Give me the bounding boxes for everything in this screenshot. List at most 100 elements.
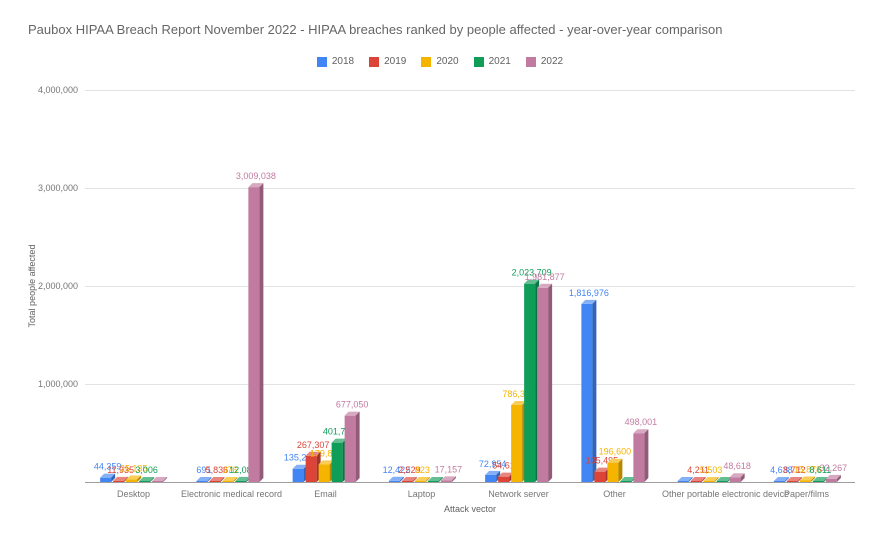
bar-2018-0[interactable] <box>100 473 116 482</box>
bar-value-label: 135,279 <box>284 453 317 463</box>
y-axis-title: Total people affected <box>27 244 37 328</box>
x-category: Electronic medical record <box>181 489 283 499</box>
bar-2022-6[interactable] <box>729 473 745 482</box>
bar-value-label: 786,328 <box>502 389 535 399</box>
bar-value-label: 48,618 <box>723 461 751 471</box>
bar-value-label: 11,935 <box>107 465 134 475</box>
bar-2018-3[interactable] <box>388 476 404 482</box>
legend-swatch-2020-icon <box>421 56 432 67</box>
bar-value-label: 376 <box>222 465 237 475</box>
bar-2019-7[interactable] <box>786 477 802 482</box>
bar-2020-7[interactable] <box>799 476 815 482</box>
bar-2021-2[interactable] <box>331 438 347 482</box>
bar-2022-3[interactable] <box>440 476 456 482</box>
bar-value-label: 4,211 <box>687 465 709 475</box>
bar-2020-3[interactable] <box>414 477 430 482</box>
gridline-1m <box>85 384 855 385</box>
bar-2019-6[interactable] <box>690 477 706 482</box>
bar-value-label: 17,157 <box>435 464 463 474</box>
bar-2022-1[interactable] <box>248 183 264 483</box>
bar-value-label: 691 <box>196 465 211 475</box>
bar-2020-1[interactable] <box>222 477 238 482</box>
bar-value-label: 267,307 <box>297 440 330 450</box>
bar-2019-0[interactable] <box>113 476 129 482</box>
legend-label: 2022 <box>540 56 564 67</box>
bar-value-label: 1,981,877 <box>525 272 565 282</box>
bar-2022-0[interactable] <box>152 477 168 482</box>
bar-2019-4[interactable] <box>498 472 514 482</box>
bar-2019-1[interactable] <box>209 477 225 482</box>
bar-2018-2[interactable] <box>292 464 308 482</box>
legend-item-2021: 2021 <box>473 56 511 67</box>
bar-2020-0[interactable] <box>126 475 142 482</box>
bar-2020-6[interactable] <box>703 477 719 482</box>
bar-value-label: 105,495 <box>586 456 619 466</box>
bar-2022-4[interactable] <box>537 283 553 482</box>
bar-value-label: 823 <box>415 465 430 475</box>
bar-2018-6[interactable] <box>677 477 693 482</box>
x-category: Other <box>603 489 626 499</box>
legend-item-2018: 2018 <box>316 56 354 67</box>
gridline-2m <box>85 286 855 287</box>
bar-value-label: 12,082 <box>229 465 257 475</box>
bar-2021-3[interactable] <box>427 477 443 482</box>
legend: 2018 2019 2020 2021 2022 <box>0 56 880 67</box>
y-tick: 3,000,000 <box>37 183 78 193</box>
bars-plot-area: 44,359 691 135,279 12,422 72,954 1,816,976 4,6… <box>94 171 848 483</box>
y-tick: 2,000,000 <box>37 281 78 291</box>
x-category: Desktop <box>116 489 151 499</box>
bar-value-label: 8,611 <box>809 465 831 475</box>
bar-value-label: 401,728 <box>323 427 356 437</box>
legend-item-2020: 2020 <box>421 56 459 67</box>
legend-label: 2020 <box>436 56 459 67</box>
bar-2018-7[interactable] <box>773 477 789 482</box>
gridline-3m <box>85 188 855 189</box>
bar-2018-1[interactable] <box>196 477 212 482</box>
bar-value-label: 72,954 <box>479 459 507 469</box>
x-category: Laptop <box>407 489 436 499</box>
x-category: Paper/films <box>783 489 829 499</box>
bar-2021-7[interactable] <box>812 477 828 482</box>
bar-2020-2[interactable] <box>318 460 334 482</box>
bar-2019-3[interactable] <box>401 477 417 482</box>
bar-value-label: 8,712 <box>783 465 806 475</box>
legend-item-2022: 2022 <box>525 56 564 67</box>
legend-label: 2021 <box>488 56 511 67</box>
bar-value-label: 1,816,976 <box>569 288 609 298</box>
bar-value-label: 3,006 <box>135 465 158 475</box>
bar-2018-5[interactable] <box>581 299 597 482</box>
bar-value-label: 32,267 <box>820 463 848 473</box>
bar-2020-4[interactable] <box>511 400 527 482</box>
x-category: Other portable electronic device <box>662 489 790 499</box>
bar-2021-6[interactable] <box>716 477 732 482</box>
bar-value-label: 15,878 <box>794 464 822 474</box>
legend-swatch-2022-icon <box>525 56 536 67</box>
x-category: Email <box>314 489 337 499</box>
bar-2018-4[interactable] <box>485 470 501 482</box>
bar-value-label: 3,009,038 <box>236 171 276 181</box>
bar-2022-5[interactable] <box>633 429 649 482</box>
bar-2021-5[interactable] <box>620 477 636 482</box>
bar-2022-2[interactable] <box>344 411 360 482</box>
legend-item-2019: 2019 <box>369 56 406 67</box>
bar-value-label: 12,422 <box>383 465 411 475</box>
bar-value-label: 4,638 <box>770 465 793 475</box>
bar-value-label: 498,001 <box>625 417 658 427</box>
bar-value-label: 2,023,709 <box>512 268 552 278</box>
bar-2021-0[interactable] <box>139 477 155 482</box>
bar-2021-4[interactable] <box>524 279 540 482</box>
legend-swatch-2021-icon <box>473 56 484 67</box>
bar-2022-7[interactable] <box>825 474 841 482</box>
bar-value-label: 44,359 <box>94 462 122 472</box>
chart-title: Paubox HIPAA Breach Report November 2022… <box>28 22 723 37</box>
bar-value-label: 2,529 <box>398 465 421 475</box>
bar-2019-5[interactable] <box>594 467 610 482</box>
bar-2021-1[interactable] <box>235 476 251 482</box>
bar-2020-5[interactable] <box>607 458 623 482</box>
legend-swatch-2018-icon <box>316 56 327 67</box>
y-tick: 4,000,000 <box>37 85 78 95</box>
bar-value-label: 196,600 <box>599 447 632 457</box>
bar-value-label: 677,050 <box>336 400 369 410</box>
bar-value-label: 5,836 <box>206 465 229 475</box>
